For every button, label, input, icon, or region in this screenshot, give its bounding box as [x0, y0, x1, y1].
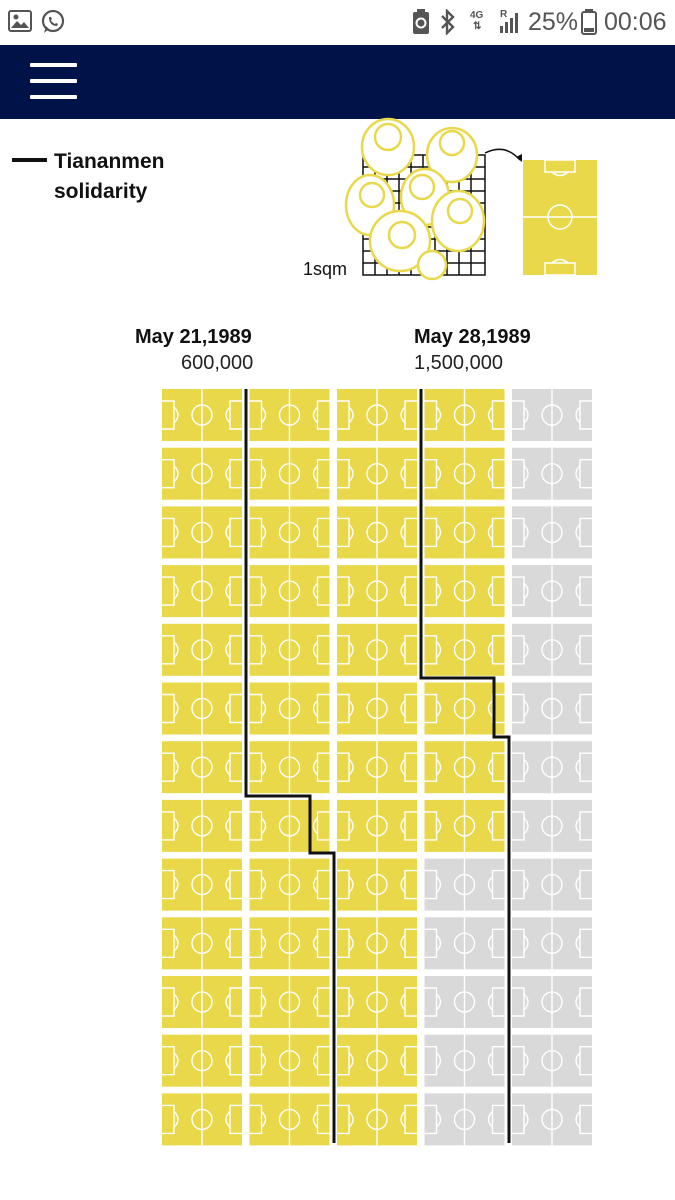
legend-label: Tiananmen solidarity: [54, 150, 165, 203]
marker-date-1: May 21,1989: [135, 326, 252, 348]
data-arrows: ⇅: [473, 21, 482, 32]
pitch-cell: [424, 1093, 505, 1146]
pitch-cell: [512, 565, 592, 618]
pitch-cell: [249, 506, 330, 559]
pitch-cell: [162, 858, 242, 911]
pitch-cell: [162, 799, 242, 852]
pitch-cell: [337, 976, 417, 1028]
pitch-cell: [249, 623, 330, 676]
football-pitch-icon: [523, 159, 597, 276]
signal-icon: [500, 13, 518, 33]
threshold-line-may-21: [244, 389, 336, 1143]
pitch-cell: [337, 506, 417, 559]
pitch-cell: [424, 917, 505, 970]
pitch-cell: [249, 447, 330, 500]
roaming-label: R: [500, 9, 508, 20]
pitch-cell: [249, 917, 330, 970]
pitch-cell: [337, 858, 417, 911]
pitch-cell: [512, 623, 592, 676]
pitch-cell: [337, 917, 417, 970]
pitch-cell: [424, 506, 505, 559]
pitch-cell: [249, 858, 330, 911]
pitch-cell: [162, 976, 242, 1028]
pitch-cell: [424, 447, 505, 500]
pitch-cell: [424, 1034, 505, 1087]
pitch-cell: [337, 682, 417, 735]
network-label: 4G: [470, 10, 484, 21]
pitch-cell: [424, 682, 505, 735]
pitch-cell: [249, 976, 330, 1028]
hamburger-menu-icon[interactable]: [26, 58, 82, 106]
pitch-cell: [162, 565, 242, 618]
pitch-cell: [162, 506, 242, 559]
pitch-cell: [512, 1034, 592, 1087]
pitch-cell: [424, 741, 505, 794]
pitch-cell: [249, 1093, 330, 1146]
battery-saver-icon: [413, 9, 429, 34]
pitch-cell: [337, 741, 417, 794]
pitch-cell: [424, 623, 505, 676]
marker-count-1: 600,000: [181, 352, 254, 374]
pitch-cell: [512, 917, 592, 970]
scale-unit-label: 1sqm: [303, 259, 348, 279]
crowd-scale-illustration: [344, 117, 597, 281]
pitch-cell: [162, 1093, 242, 1146]
pitch-cell: [337, 565, 417, 618]
pitch-cell: [337, 799, 417, 852]
battery-icon: [581, 9, 597, 35]
pitch-cell: [424, 799, 505, 852]
pitch-cell: [249, 565, 330, 618]
pitch-cell: [337, 389, 417, 441]
image-icon: [8, 10, 32, 32]
bluetooth-icon: [441, 9, 455, 35]
clock: 00:06: [604, 8, 667, 36]
pitch-cell: [162, 1034, 242, 1087]
pitch-cell: [424, 565, 505, 618]
pitch-cell: [512, 447, 592, 500]
pitch-cell: [512, 389, 592, 441]
marker-date-2: May 28,1989: [414, 326, 531, 348]
pitch-cell: [249, 682, 330, 735]
pitch-cell: [512, 799, 592, 852]
pitch-cell: [512, 976, 592, 1028]
pitch-cell: [162, 623, 242, 676]
pitch-cell: [249, 389, 330, 441]
threshold-line-may-28: [419, 389, 511, 1143]
pitch-cell: [337, 1034, 417, 1087]
battery-percent: 25%: [528, 8, 579, 36]
pitch-cell: [512, 858, 592, 911]
pitch-cell: [424, 976, 505, 1028]
legend-line-swatch: [12, 158, 47, 162]
pitch-cell: [424, 389, 505, 441]
pitch-cell: [249, 741, 330, 794]
whatsapp-icon: [41, 9, 65, 33]
pitch-cell: [337, 623, 417, 676]
pitch-cell: [512, 1093, 592, 1146]
pitch-cell: [512, 741, 592, 794]
pitch-cell: [249, 799, 330, 852]
pitch-cell: [424, 858, 505, 911]
top-navigation-bar: [0, 45, 675, 119]
pitch-cell: [512, 682, 592, 735]
pitch-cell: [162, 741, 242, 794]
pitch-cell: [337, 447, 417, 500]
pitch-cell: [337, 1093, 417, 1146]
pitch-cell: [249, 1034, 330, 1087]
pitch-cell: [162, 917, 242, 970]
pitch-cell: [162, 447, 242, 500]
marker-count-2: 1,500,000: [414, 352, 503, 374]
pitch-cell: [512, 506, 592, 559]
pitch-cell: [162, 682, 242, 735]
pitch-cell: [162, 389, 242, 441]
crowd-figures-icon: [344, 117, 486, 281]
status-bar: 4G ⇅ R 25% 00:06: [0, 0, 675, 45]
